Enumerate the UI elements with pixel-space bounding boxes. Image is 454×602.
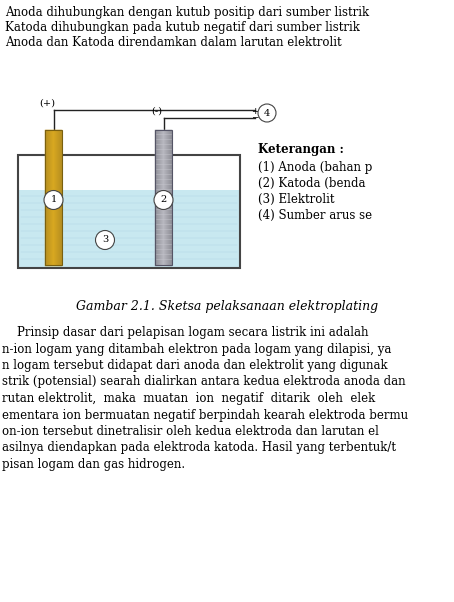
Bar <box>45 130 62 265</box>
Text: Prinsip dasar dari pelapisan logam secara listrik ini adalah: Prinsip dasar dari pelapisan logam secar… <box>2 326 369 339</box>
Text: on-ion tersebut dinetralisir oleh kedua elektroda dan larutan el: on-ion tersebut dinetralisir oleh kedua … <box>2 425 379 438</box>
Text: (4) Sumber arus se: (4) Sumber arus se <box>258 209 372 222</box>
Text: (-): (-) <box>152 107 163 116</box>
Text: (3) Elektrolit: (3) Elektrolit <box>258 193 335 206</box>
Text: 1: 1 <box>50 196 57 205</box>
Text: Keterangan :: Keterangan : <box>258 143 344 156</box>
Text: 3: 3 <box>102 235 108 244</box>
Text: ementara ion bermuatan negatif berpindah kearah elektroda bermu: ementara ion bermuatan negatif berpindah… <box>2 409 408 421</box>
Text: 2: 2 <box>160 196 167 205</box>
Text: (2) Katoda (benda: (2) Katoda (benda <box>258 177 365 190</box>
Text: (1) Anoda (bahan p: (1) Anoda (bahan p <box>258 161 372 174</box>
Text: −: − <box>251 113 258 122</box>
Text: strik (potensial) searah dialirkan antara kedua elektroda anoda dan: strik (potensial) searah dialirkan antar… <box>2 376 405 388</box>
Text: Anoda dihubungkan dengan kutub positip dari sumber listrik: Anoda dihubungkan dengan kutub positip d… <box>5 6 369 19</box>
Text: Katoda dihubungkan pada kutub negatif dari sumber listrik: Katoda dihubungkan pada kutub negatif da… <box>5 21 360 34</box>
Text: +: + <box>251 107 258 116</box>
Circle shape <box>44 190 63 209</box>
Text: 4: 4 <box>264 108 270 117</box>
Bar <box>19 190 239 267</box>
Circle shape <box>95 231 114 249</box>
Text: Gambar 2.1. Sketsa pelaksanaan elektroplating: Gambar 2.1. Sketsa pelaksanaan elektropl… <box>76 300 378 313</box>
Text: pisan logam dan gas hidrogen.: pisan logam dan gas hidrogen. <box>2 458 185 471</box>
Bar <box>18 155 240 268</box>
Bar <box>155 130 172 265</box>
Text: Anoda dan Katoda direndamkan dalam larutan elektrolit: Anoda dan Katoda direndamkan dalam larut… <box>5 36 341 49</box>
Text: (+): (+) <box>39 99 55 108</box>
Circle shape <box>258 104 276 122</box>
Text: n logam tersebut didapat dari anoda dan elektrolit yang digunak: n logam tersebut didapat dari anoda dan … <box>2 359 388 372</box>
Text: rutan elektrolit,  maka  muatan  ion  negatif  ditarik  oleh  elek: rutan elektrolit, maka muatan ion negati… <box>2 392 375 405</box>
Text: n-ion logam yang ditambah elektron pada logam yang dilapisi, ya: n-ion logam yang ditambah elektron pada … <box>2 343 391 356</box>
Circle shape <box>154 190 173 209</box>
Text: asilnya diendapkan pada elektroda katoda. Hasil yang terbentuk/t: asilnya diendapkan pada elektroda katoda… <box>2 441 396 455</box>
